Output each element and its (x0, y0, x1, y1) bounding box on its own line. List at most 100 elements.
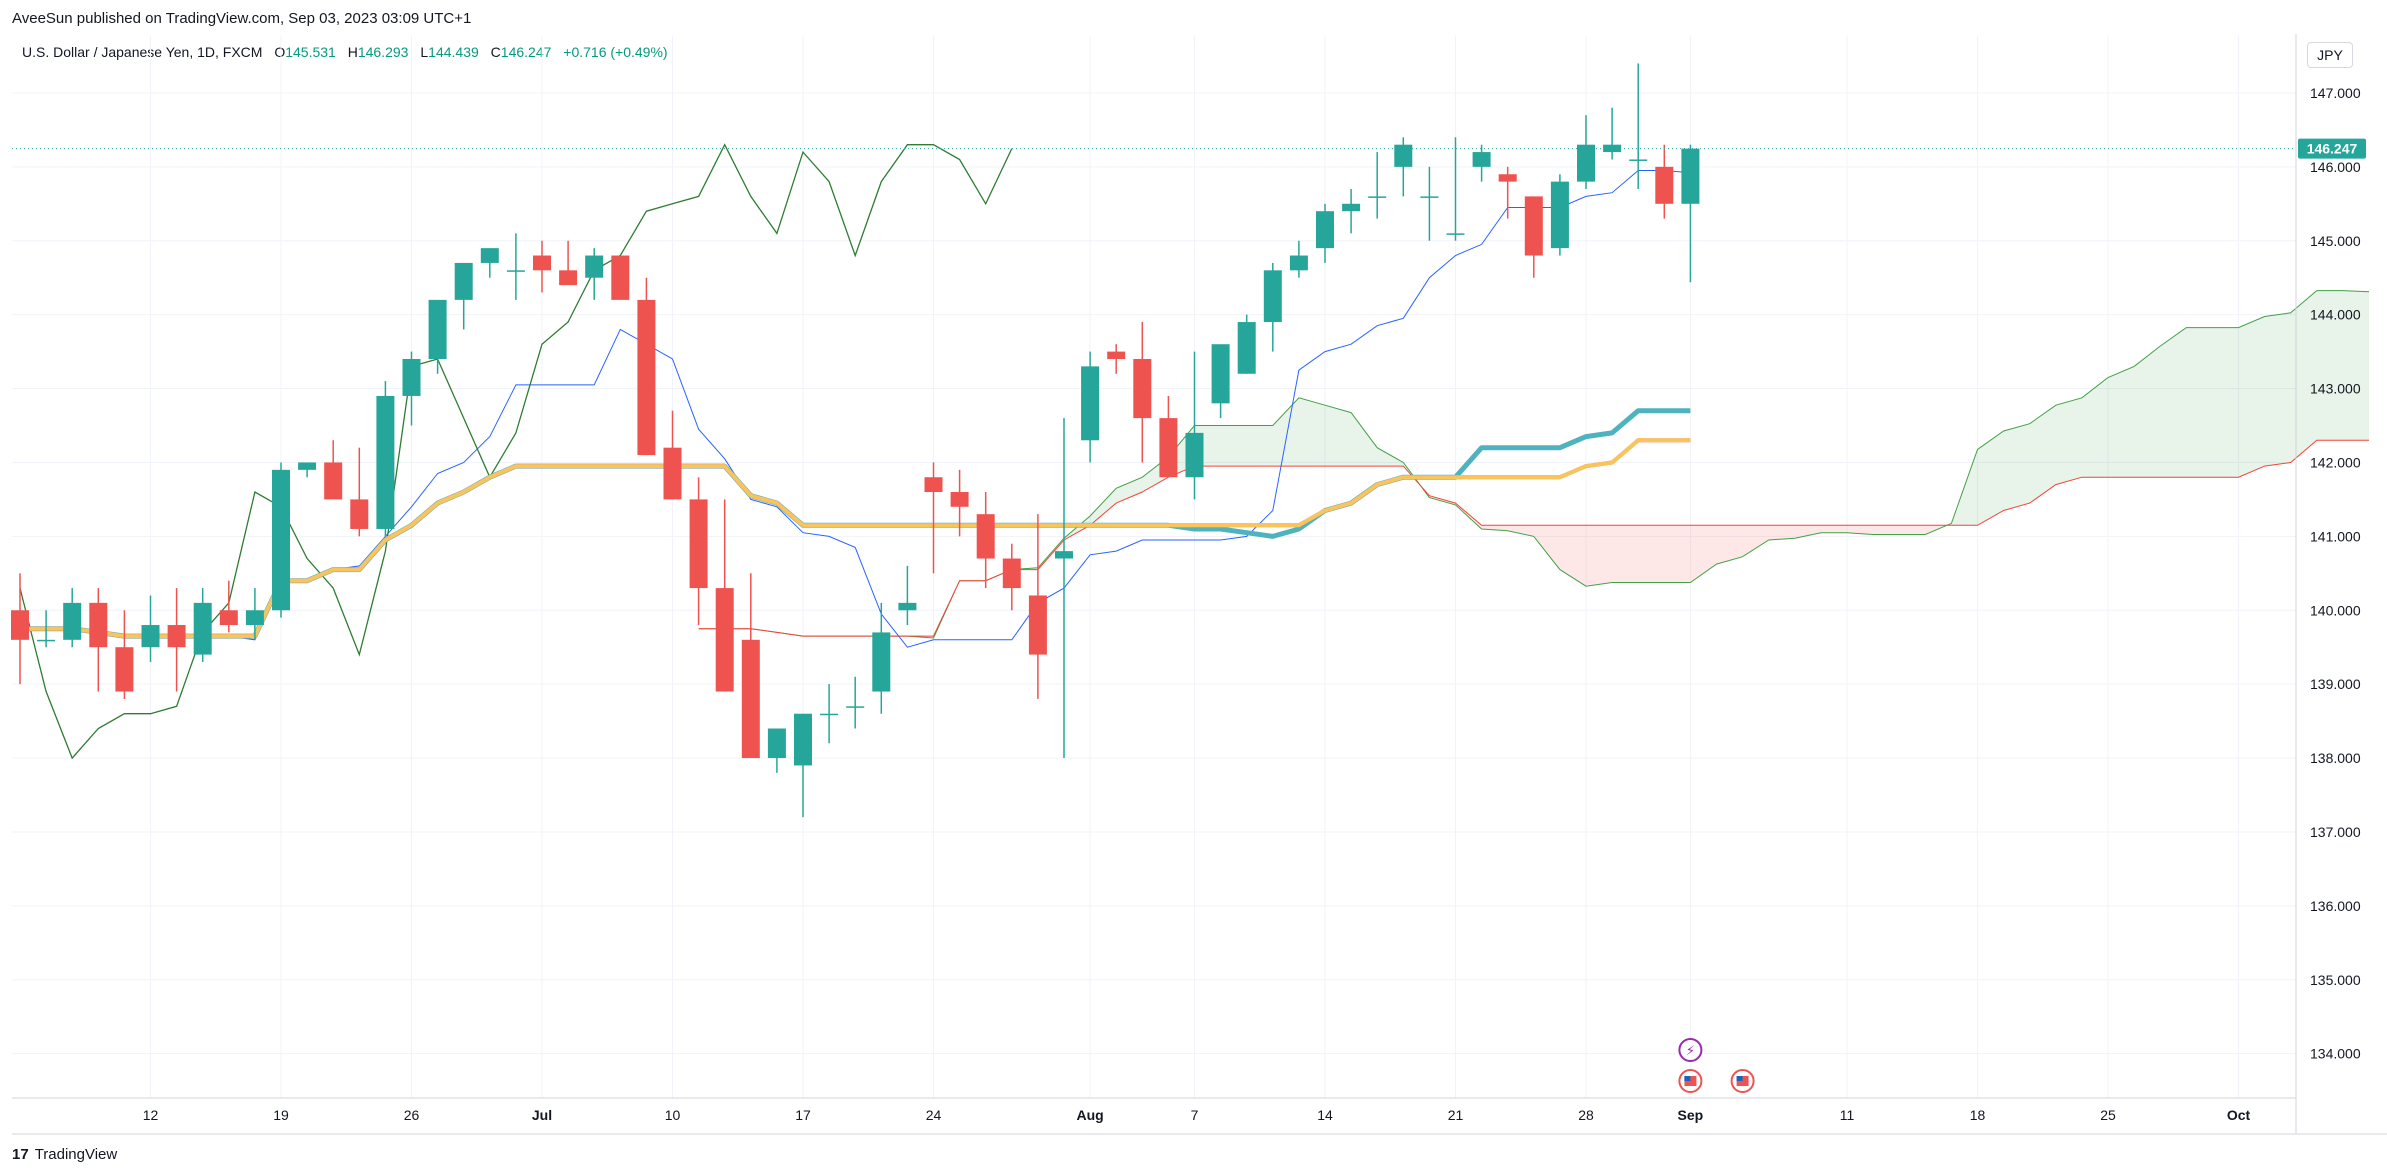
tradingview-logo-icon: 17 (12, 1146, 29, 1163)
cloud-segment (1612, 525, 1639, 583)
candle-body (924, 477, 943, 493)
candle-body (1420, 196, 1439, 198)
candle-body (559, 270, 578, 286)
cloud-segment (2212, 327, 2239, 478)
candle-body (402, 358, 421, 396)
cloud-segment (1559, 525, 1586, 587)
cloud-segment (1638, 525, 1665, 583)
x-tick-label: Jul (532, 1107, 552, 1123)
cloud-segment (2186, 327, 2213, 478)
y-tick-label: 144.000 (2310, 307, 2361, 323)
x-tick-label: 11 (1840, 1107, 1855, 1123)
high-value: 146.293 (357, 44, 409, 60)
open-value: 145.531 (285, 44, 336, 60)
candle-body (480, 248, 499, 263)
candle-body (11, 610, 29, 640)
y-tick-label: 141.000 (2310, 528, 2361, 544)
candle-body (1185, 432, 1204, 478)
candle-body (1028, 595, 1047, 655)
lagging-span (19, 143, 1013, 760)
y-tick-label: 136.000 (2310, 898, 2361, 914)
cloud-segment (1220, 425, 1247, 467)
cloud-segment (2134, 346, 2161, 478)
y-tick-label: 146.000 (2310, 159, 2361, 175)
candle-body (37, 639, 56, 642)
candle-body (63, 602, 82, 640)
cloud-segment (1664, 525, 1691, 583)
x-tick-label: 10 (665, 1107, 681, 1123)
candle-body (794, 713, 812, 766)
x-tick-label: 17 (795, 1107, 811, 1123)
conversion-line (20, 170, 1691, 648)
candle-body (872, 632, 891, 692)
candle-body (298, 462, 317, 470)
change-value: +0.716 (+0.49%) (563, 44, 668, 60)
cloud-segment (2238, 316, 2265, 478)
currency-button[interactable]: JPY (2307, 42, 2353, 68)
candle-body (637, 299, 656, 456)
cloud-segment (2316, 290, 2343, 441)
candle-body (245, 610, 264, 626)
axes: 134.000 135.000 136.000 137.000 138.000 139.0… (12, 34, 2387, 1135)
candle-body (846, 706, 865, 708)
candle-body (1263, 270, 1282, 323)
candle-body (324, 462, 343, 500)
candle-body (193, 602, 212, 655)
y-tick-label: 143.000 (2310, 381, 2361, 397)
candle-body (1472, 152, 1491, 167)
candle-body (115, 647, 134, 692)
cloud-segment (1116, 477, 1143, 504)
candle-body (1237, 322, 1256, 374)
candle-body (1629, 159, 1648, 161)
open-label: O (274, 44, 286, 60)
cloud-segment (1742, 525, 1769, 557)
candle-body (1055, 551, 1073, 559)
cloud-segment (2055, 397, 2082, 485)
tradingview-brand[interactable]: 17 TradingView (12, 1146, 117, 1163)
y-tick-label: 145.000 (2310, 233, 2361, 249)
cloud-segment (1507, 525, 1534, 537)
candle-body (898, 602, 917, 611)
x-tick-label: 25 (2100, 1107, 2116, 1123)
low-label: L (420, 44, 429, 60)
cloud-segment (1873, 525, 1900, 535)
candles (11, 63, 1700, 818)
cloud-segment (1090, 488, 1117, 526)
candle-body (1524, 196, 1543, 256)
cloud-segment (1794, 525, 1821, 539)
ichimoku-cloud (750, 290, 2369, 638)
candle-body (1655, 166, 1674, 204)
y-tick-label: 138.000 (2310, 750, 2361, 766)
publish-header: AveeSun published on TradingView.com, Se… (12, 10, 472, 27)
last-price-badge (2298, 138, 2366, 159)
candle-body (1211, 344, 1230, 404)
x-tick-label: Sep (1678, 1107, 1704, 1123)
symbol-legend: U.S. Dollar / Japanese Yen, 1D, FXCM O14… (22, 44, 668, 60)
cloud-segment (1847, 525, 1874, 535)
x-tick-label: 24 (926, 1107, 942, 1123)
cloud-segment (1298, 397, 1325, 467)
event-markers: ⚡ (1678, 1038, 1755, 1093)
candle-body (950, 492, 969, 507)
close-value: 146.247 (500, 44, 552, 60)
y-tick-label: 147.000 (2310, 85, 2361, 101)
close-label: C (490, 44, 501, 60)
candle-body (1446, 233, 1465, 235)
low-value: 144.439 (428, 44, 479, 60)
candle-body (1081, 366, 1100, 441)
y-tick-label: 139.000 (2310, 676, 2361, 692)
x-tick-label: 19 (273, 1107, 289, 1123)
candle-body (663, 447, 682, 500)
candle-body (976, 514, 995, 559)
us-flag-canton (1736, 1076, 1743, 1081)
cloud-segment (2081, 377, 2108, 478)
candle-body (585, 255, 604, 278)
candle-body (219, 610, 238, 626)
high-label: H (347, 44, 358, 60)
x-tick-label: Oct (2227, 1107, 2251, 1123)
cloud-segment (2029, 405, 2056, 504)
lightning-icon (1678, 1038, 1703, 1062)
x-tick-label: 18 (1970, 1107, 1986, 1123)
candle-body (506, 270, 525, 272)
